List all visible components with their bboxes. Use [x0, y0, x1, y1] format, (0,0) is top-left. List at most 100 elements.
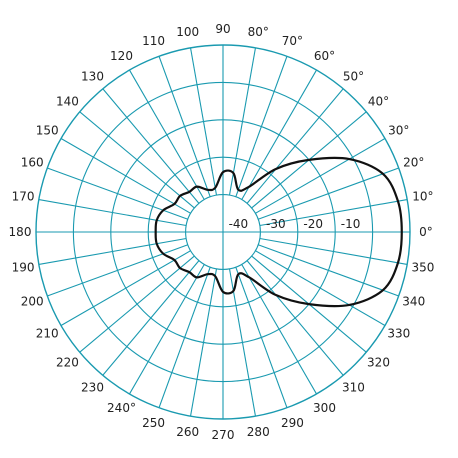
angle-label: 320	[367, 355, 390, 369]
angle-label: 250	[142, 416, 165, 430]
grid-spoke	[189, 47, 218, 196]
grid-spoke	[259, 198, 408, 227]
grid-spoke	[158, 266, 211, 408]
angle-label: 270	[212, 428, 235, 442]
grid-spoke	[79, 255, 195, 353]
angle-label: 170	[12, 190, 35, 204]
grid-spoke	[129, 69, 205, 200]
grid-spoke	[60, 250, 191, 326]
grid-spoke	[241, 264, 317, 395]
angle-label: 310	[342, 381, 365, 395]
data-point	[155, 231, 157, 233]
grid-spoke	[246, 88, 344, 204]
ring-label: -20	[303, 217, 323, 231]
angle-label: 340	[402, 294, 425, 308]
angle-label: 40°	[368, 95, 389, 109]
data-point	[349, 304, 351, 306]
angle-label: 70°	[282, 34, 303, 48]
data-point	[248, 186, 250, 188]
data-point	[401, 231, 403, 233]
data-point	[189, 271, 191, 273]
ring-label: -10	[341, 217, 361, 231]
grid-spoke	[228, 268, 257, 417]
data-point	[156, 220, 158, 222]
angle-label: 220	[56, 355, 79, 369]
data-point	[308, 303, 310, 305]
grid-spoke	[47, 244, 189, 297]
grid-spoke	[241, 69, 317, 200]
angle-label: 180	[9, 225, 32, 239]
angle-label: 10°	[412, 190, 433, 204]
grid-spoke	[47, 167, 189, 220]
grid-spoke	[257, 244, 399, 297]
grid-spoke	[255, 250, 386, 326]
grid-spoke	[246, 260, 344, 376]
angle-label: 110	[142, 34, 165, 48]
grid-spoke	[102, 260, 200, 376]
data-point	[275, 168, 277, 170]
data-point	[189, 191, 191, 193]
grid-spoke	[235, 56, 288, 198]
data-point	[222, 291, 224, 293]
angle-label: 50°	[343, 69, 364, 83]
angle-label: 350	[411, 260, 434, 274]
angle-label: 100	[176, 25, 199, 39]
angle-labels: 0° 10° 20° 30° 40° 50° 60° 70° 80° 90 100 110 120 130…	[9, 22, 435, 442]
grid-spoke	[102, 88, 200, 204]
grid-spoke	[38, 198, 187, 227]
grid-spoke	[189, 268, 218, 417]
angle-label: 160	[21, 156, 44, 170]
angle-label: 90	[215, 22, 230, 36]
series-line	[154, 156, 403, 308]
data-point	[207, 273, 209, 275]
data-point	[397, 262, 399, 264]
ring-labels: -40 -30 -20 -10	[229, 217, 361, 231]
data-point	[275, 294, 277, 296]
angle-label: 80°	[248, 25, 269, 39]
angle-label: 0°	[419, 225, 433, 239]
grid-spoke	[129, 264, 205, 395]
data-point	[349, 158, 351, 160]
angle-label: 240°	[107, 401, 136, 415]
grid-spoke	[228, 47, 257, 196]
data-point	[214, 275, 216, 277]
angle-label: 260	[176, 425, 199, 439]
data-point	[196, 277, 198, 279]
data-point	[156, 243, 158, 245]
ring-label: -40	[229, 217, 249, 231]
grid-spoke	[79, 111, 195, 209]
angle-label: 140	[56, 95, 79, 109]
data-point	[179, 195, 181, 197]
data-point	[382, 173, 384, 175]
data-point	[382, 289, 384, 291]
angle-label: 130	[81, 69, 104, 83]
grid-spoke	[235, 266, 288, 408]
polar-grid	[35, 44, 411, 420]
data-point	[222, 171, 224, 173]
angle-label: 150	[36, 124, 59, 138]
grid-spoke	[60, 138, 191, 214]
angle-label: 200	[21, 294, 44, 308]
grid-spoke	[158, 56, 211, 198]
data-point	[207, 189, 209, 191]
data-point	[179, 267, 181, 269]
grid-spoke	[38, 237, 187, 266]
angle-label: 330	[387, 327, 410, 341]
grid-spoke	[257, 167, 399, 220]
data-point	[174, 203, 176, 205]
data-point	[238, 273, 240, 275]
data-point	[248, 277, 250, 279]
grid-spoke	[255, 138, 386, 214]
data-point	[238, 189, 240, 191]
angle-label: 20°	[403, 156, 424, 170]
angle-label: 290	[281, 416, 304, 430]
ring-label: -30	[266, 217, 286, 231]
series-layer	[154, 156, 403, 308]
angle-label: 190	[12, 260, 35, 274]
data-point	[196, 186, 198, 188]
data-point	[162, 253, 164, 255]
data-point	[214, 187, 216, 189]
angle-label: 60°	[314, 49, 335, 63]
data-point	[174, 259, 176, 261]
